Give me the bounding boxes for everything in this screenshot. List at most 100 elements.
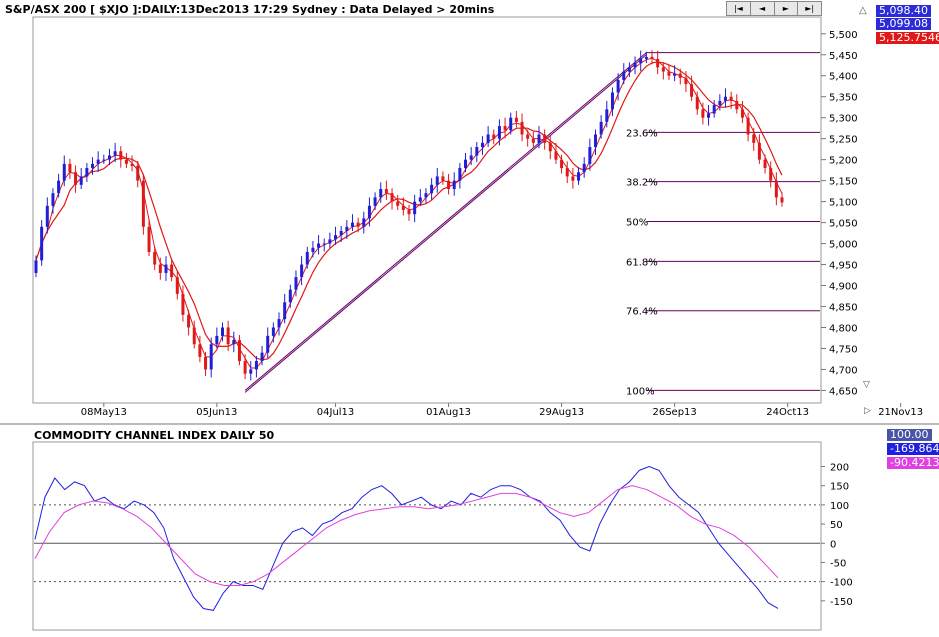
quote-box-ma: 5,125.7546 [876,32,939,44]
candle-body-119 [707,113,711,118]
scroll-down-icon[interactable]: ▽ [863,380,870,390]
candle-body-13 [107,155,111,160]
candle-body-99 [594,134,597,148]
nav-first-button[interactable]: |◄ [727,2,751,15]
candle-body-73 [447,180,451,190]
candle-body-61 [379,189,383,198]
candle-body-45 [288,289,292,303]
price-tick-label-4900: 4,900 [829,282,858,293]
nav-next-button[interactable]: ► [775,2,799,15]
candle-body-110 [656,58,660,68]
nav-last-button[interactable]: ►| [805,4,815,13]
candle-body-44 [283,302,287,320]
candle-body-85 [514,117,518,122]
candle-body-74 [452,180,456,190]
candle-body-64 [396,201,400,206]
cci-tick-label-100: 100 [830,501,849,512]
scroll-right-icon[interactable]: ▷ [864,406,871,416]
candle-body-96 [577,172,581,181]
candle-body-68 [418,197,422,202]
candle-body-113 [673,73,677,76]
price-tick-label-4750: 4,750 [829,344,858,355]
price-tick-label-5500: 5,500 [829,30,858,41]
candle-body-17 [130,163,134,166]
candle-body-47 [300,264,304,278]
cci-tick-label-0: 0 [830,539,836,550]
candle-body-41 [266,335,270,353]
candle-body-29 [198,344,202,357]
candle-body-48 [305,251,309,265]
candle-body-76 [464,159,468,169]
candle-body-51 [322,243,326,245]
cci-tick-label--100: -100 [830,578,853,589]
candle-body-63 [390,193,394,202]
price-tick-label-5200: 5,200 [829,156,858,167]
nav-prev-button[interactable]: ◄ [751,2,775,15]
candle-body-101 [605,109,609,122]
candle-body-8 [79,176,83,185]
candle-body-124 [735,100,739,110]
swing-trendline-lower [244,54,647,393]
price-tick-label-5000: 5,000 [829,240,858,251]
candle-body-39 [254,361,258,370]
candle-body-7 [74,172,78,185]
fib-label-50: 50% [626,218,648,229]
candle-body-94 [565,168,569,177]
candle-body-9 [85,168,89,177]
candle-body-108 [644,56,648,59]
candle-body-46 [294,277,298,290]
candle-body-123 [729,96,733,101]
cci-tick-label-200: 200 [830,463,849,474]
date-tick-label-24Oct13: 24Oct13 [766,407,809,418]
candle-body-102 [610,92,614,110]
candle-body-127 [752,134,756,143]
candle-body-12 [102,159,106,161]
candle-body-120 [712,105,716,114]
date-tick-label-08May13: 08May13 [81,407,127,418]
candle-body-19 [141,180,145,227]
candle-body-117 [695,96,699,110]
candle-body-5 [62,163,66,181]
candle-body-11 [96,159,100,164]
candle-body-87 [526,134,530,139]
fib-label-38-2: 38.2% [626,178,658,189]
candle-body-112 [667,71,671,76]
price-tick-label-5100: 5,100 [829,198,858,209]
cci-y-axis: 200 150 100 50 0 -50 -100 -150 [821,463,853,608]
candle-body-132 [780,197,784,203]
candle-body-125 [740,109,744,118]
quote-box-open: 5,098.40 [876,5,931,17]
candle-body-100 [599,121,603,135]
cci-tick-label-150: 150 [830,482,849,493]
candle-body-128 [757,142,761,160]
candle-body-43 [277,319,281,328]
candle-body-40 [260,352,264,362]
date-tick-label-04Jul13: 04Jul13 [317,407,355,418]
date-tick-label-01Aug13: 01Aug13 [426,407,471,418]
candle-body-106 [633,63,637,68]
candle-body-42 [271,327,275,336]
candle-body-28 [192,327,196,345]
candle-body-15 [119,151,123,160]
candle-body-16 [124,159,128,164]
candle-body-86 [520,121,524,135]
fibonacci-levels: 23.6% 38.2% 50% 61.8% 76.4% 100% [244,52,820,397]
chart-title: S&P/ASX 200 [ $XJO ]:DAILY:13Dec2013 17:… [5,3,495,16]
candle-body-52 [328,239,332,244]
candle-body-62 [384,189,388,194]
candle-body-18 [136,165,140,181]
scroll-up-icon[interactable]: △ [859,5,867,16]
candle-body-84 [509,117,513,131]
fib-label-76-4: 76.4% [626,307,658,318]
candle-body-10 [91,163,95,169]
candle-body-83 [503,126,507,131]
candle-body-129 [763,159,767,169]
candle-body-115 [684,77,688,85]
price-tick-label-4850: 4,850 [829,303,858,314]
candle-body-77 [469,155,473,160]
price-tick-label-5250: 5,250 [829,135,858,146]
candle-body-0 [34,260,38,273]
candlestick-layer [34,50,784,381]
candle-body-90 [543,134,547,143]
